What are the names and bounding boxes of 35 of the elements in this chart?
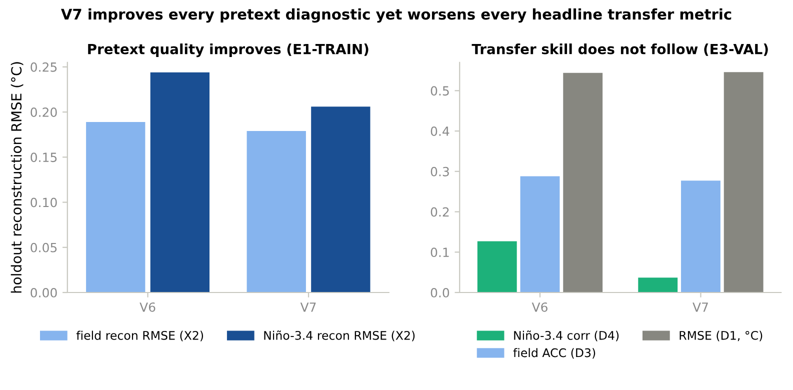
text: V7 improves every pretext diagnostic yet worsens every headline transfer metric [60,8,732,23]
legend-label: RMSE (D1, °C) [680,330,762,342]
y-tick-label: 0.2 [430,207,449,217]
bar [477,241,517,292]
x-tick-label: V7 [692,302,708,312]
y-tick-label: 0.4 [430,126,450,136]
x-tick-label: V6 [532,302,548,312]
y-tick-label: 0.25 [30,62,57,72]
legend-label: field recon RMSE (X2) [76,330,204,342]
y-tick-label: 0.20 [30,108,57,117]
bar [150,72,210,292]
x-tick-label: V7 [300,302,316,312]
bar [311,106,370,292]
chart-title: Transfer skill does not follow (E3-VAL) [472,44,768,56]
bar [86,122,146,292]
legend-label: Niño-3.4 recon RMSE (X2) [264,330,415,342]
y-tick-label: 0.0 [430,288,450,298]
bar [563,72,603,292]
y-tick-label: 0.3 [430,166,449,176]
y-tick-label: 0.10 [30,198,57,208]
x-tick-label: V6 [140,302,156,312]
y-tick-label: 0.1 [430,248,449,258]
bar [246,130,306,292]
y-tick-label: 0.5 [430,86,449,96]
y-axis-title: holdout reconstruction RMSE (°C) [10,62,24,293]
y-tick-label: 0.15 [30,152,57,162]
bar [638,278,678,292]
legend-label: Niño-3.4 corr (D4) [514,330,619,342]
bar [681,180,720,292]
legend-label: field ACC (D3) [513,348,596,359]
y-tick-label: 0.00 [30,288,57,298]
bar [520,176,560,292]
y-tick-label: 0.05 [30,242,57,252]
bar [724,72,764,292]
chart-title: Pretext quality improves (E1-TRAIN) [88,44,368,58]
